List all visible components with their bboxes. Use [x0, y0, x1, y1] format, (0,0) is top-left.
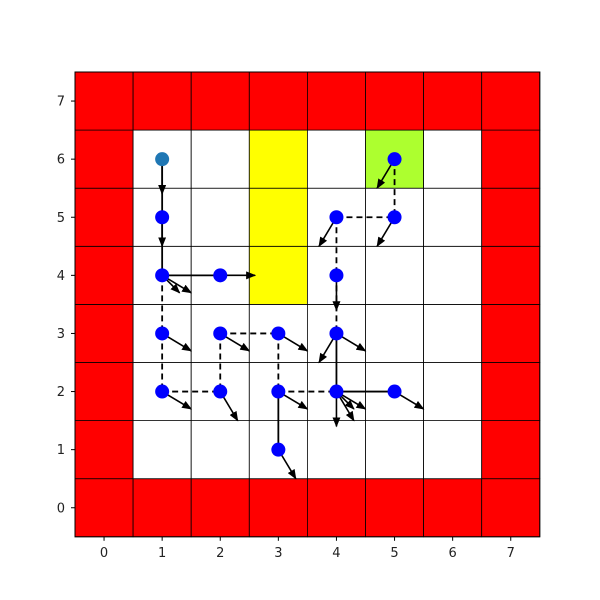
y-tick-label-3: 3 [57, 327, 65, 342]
y-tick-label-1: 1 [57, 443, 65, 458]
y-tick-label-4: 4 [57, 269, 65, 284]
y-tick-label-2: 2 [57, 385, 65, 400]
visited-nodes [155, 152, 402, 457]
visited-node-10 [271, 442, 286, 457]
visited-node-13 [329, 326, 344, 341]
wall-cell-0-2 [74, 362, 134, 421]
x-tick-label-3: 3 [274, 546, 282, 561]
x-tick-label-5: 5 [390, 546, 398, 561]
hazard-cell-3-6 [248, 129, 308, 189]
visited-node-7 [213, 384, 228, 399]
visited-node-2 [155, 268, 170, 283]
wall-cell-1-7 [132, 71, 192, 131]
plot-frame [74, 71, 541, 538]
wall-cell-1-0 [132, 478, 192, 538]
x-axis-ticks: 0 1 2 3 4 5 6 7 [100, 536, 515, 561]
visited-node-3 [213, 268, 228, 283]
empty-cell-5-4 [365, 245, 424, 305]
x-tick-label-7: 7 [507, 546, 515, 561]
x-tick-label-6: 6 [449, 546, 457, 561]
visited-node-5 [155, 384, 170, 399]
y-axis-ticks: 0 1 2 3 4 5 6 7 [57, 95, 75, 516]
empty-cell-5-1 [365, 420, 424, 480]
empty-cell-2-1 [190, 420, 250, 480]
wall-cell-6-0 [423, 478, 483, 538]
visited-node-15 [387, 152, 402, 167]
visited-node-4 [155, 326, 170, 341]
visited-node-6 [213, 326, 228, 341]
wall-cell-4-0 [306, 478, 366, 538]
wall-cell-0-6 [74, 129, 134, 189]
visited-node-14 [329, 384, 344, 399]
y-tick-label-7: 7 [57, 95, 65, 110]
empty-cell-2-3 [190, 303, 250, 363]
wall-cell-5-0 [365, 478, 424, 538]
y-tick-label-5: 5 [57, 211, 65, 226]
visited-node-11 [329, 210, 344, 225]
hazard-cell-3-5 [248, 187, 308, 247]
wall-cell-2-0 [190, 478, 250, 538]
visited-node-1 [155, 210, 170, 225]
wall-cell-3-0 [248, 478, 308, 538]
wall-cell-4-7 [306, 71, 366, 131]
empty-cell-1-1 [132, 420, 192, 480]
visited-node-9 [271, 384, 286, 399]
empty-cell-4-1 [306, 420, 366, 480]
wall-cell-7-4 [481, 245, 541, 305]
empty-cell-5-3 [365, 303, 424, 363]
empty-cell-6-3 [423, 303, 483, 363]
x-tick-label-1: 1 [158, 546, 166, 561]
x-tick-label-2: 2 [216, 546, 224, 561]
visited-node-8 [271, 326, 286, 341]
wall-cell-0-7 [74, 71, 134, 131]
x-tick-label-0: 0 [100, 546, 108, 561]
wall-cell-0-5 [74, 187, 134, 247]
wall-cell-0-3 [74, 303, 134, 363]
y-tick-label-0: 0 [57, 501, 65, 516]
visited-node-16 [387, 210, 402, 225]
wall-cell-7-6 [481, 129, 541, 189]
start-node-0 [155, 152, 170, 167]
hazard-cell-3-4 [248, 245, 308, 305]
empty-cell-6-4 [423, 245, 483, 305]
visited-node-12 [329, 268, 344, 283]
wall-cell-2-7 [190, 71, 250, 131]
wall-cell-7-0 [481, 478, 541, 538]
wall-cell-5-7 [365, 71, 424, 131]
empty-cell-2-5 [190, 187, 250, 247]
empty-cell-6-5 [423, 187, 483, 247]
empty-cell-6-6 [423, 129, 483, 189]
empty-cell-6-1 [423, 420, 483, 480]
wall-cell-0-4 [74, 245, 134, 305]
y-tick-label-6: 6 [57, 153, 65, 168]
wall-cell-0-1 [74, 420, 134, 480]
wall-cell-7-5 [481, 187, 541, 247]
wall-cell-6-7 [423, 71, 483, 131]
empty-cell-2-6 [190, 129, 250, 189]
grid-cells [74, 71, 541, 538]
wall-cell-3-7 [248, 71, 308, 131]
wall-cell-7-2 [481, 362, 541, 421]
wall-cell-7-1 [481, 420, 541, 480]
empty-cell-4-6 [306, 129, 366, 189]
visited-node-17 [387, 384, 402, 399]
wall-cell-7-7 [481, 71, 541, 131]
empty-cell-6-2 [423, 362, 483, 421]
wall-cell-7-3 [481, 303, 541, 363]
wall-cell-0-0 [74, 478, 134, 538]
x-tick-label-4: 4 [332, 546, 340, 561]
